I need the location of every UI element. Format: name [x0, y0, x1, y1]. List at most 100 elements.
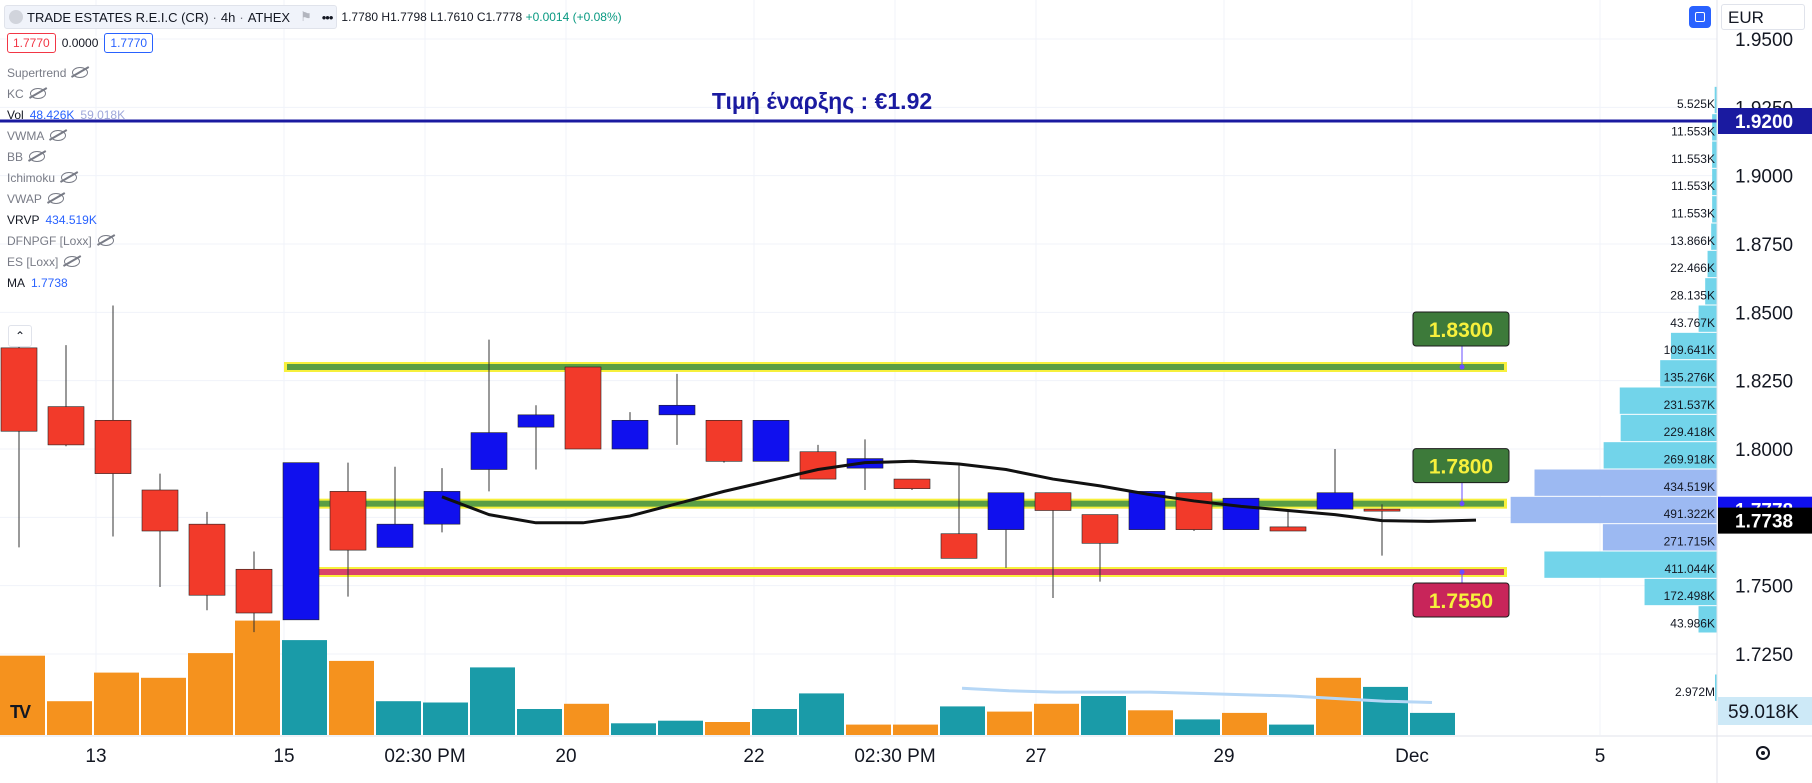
candle-body: [658, 404, 696, 416]
volume-bar: [1175, 719, 1220, 735]
legend-name: ES [Loxx]: [7, 254, 59, 269]
candle-body: [141, 489, 179, 532]
legend-name: Ichimoku: [7, 170, 56, 185]
symbol-logo-icon: [9, 10, 23, 24]
price-tick-label: 1.8000: [1735, 440, 1793, 461]
time-tick-label: 5: [1595, 746, 1606, 767]
candle-body: [1363, 508, 1401, 512]
level-label-box[interactable]: [1412, 311, 1510, 347]
legend-name: KC: [7, 86, 24, 101]
eye-hidden-icon[interactable]: [61, 172, 78, 183]
legend-item-ma[interactable]: MA 1.7738: [7, 272, 125, 293]
price-tick-label: 1.7500: [1735, 577, 1793, 598]
price-tick-label: 1.8250: [1735, 372, 1793, 393]
legend-item-vwma[interactable]: VWMA: [7, 125, 125, 146]
vrvp-label: 13.866K: [1670, 234, 1715, 248]
level-label-text: 1.8300: [1429, 319, 1493, 342]
volume-bar: [893, 724, 938, 735]
legend-value-2: 59.018K: [80, 107, 126, 122]
eye-hidden-icon[interactable]: [97, 235, 114, 246]
price-tick-label: 1.9000: [1735, 167, 1793, 188]
vrvp-label: 28.135K: [1670, 289, 1715, 303]
candle-body: [799, 451, 837, 480]
legend-item-kc[interactable]: KC: [7, 83, 125, 104]
vrvp-bar: [1603, 442, 1717, 469]
time-tick-label: Dec: [1395, 746, 1429, 767]
currency-toggle-icon[interactable]: [1689, 6, 1711, 28]
legend-item-vol[interactable]: Vol 48.426K 59.018K: [7, 104, 125, 125]
sell-button[interactable]: 1.7770: [7, 33, 56, 53]
symbol-info[interactable]: TRADE ESTATES R.E.I.C (CR) · 4h · ATHEX …: [4, 5, 338, 29]
vrvp-bar: [1510, 496, 1717, 524]
candle-body: [564, 366, 602, 450]
vrvp-label: 411.044K: [1665, 562, 1716, 576]
eye-hidden-icon[interactable]: [72, 67, 89, 78]
vrvp-bar: [1602, 524, 1717, 551]
candle-body: [1269, 526, 1307, 532]
time-tick-label: 02:30 PM: [854, 746, 935, 767]
legend-item-supertrend[interactable]: Supertrend: [7, 62, 125, 83]
gear-icon[interactable]: [1756, 746, 1770, 760]
legend-name: VWAP: [7, 191, 42, 206]
eye-hidden-icon[interactable]: [29, 151, 46, 162]
vrvp-bar: [1707, 250, 1717, 278]
vrvp-bar: [1660, 360, 1717, 387]
moving-average-line: [441, 459, 1477, 525]
vrvp-label: 269.918K: [1664, 453, 1715, 467]
eye-hidden-icon[interactable]: [64, 256, 81, 267]
legend-item-bb[interactable]: BB: [7, 146, 125, 167]
vrvp-label: 22.466K: [1670, 261, 1715, 275]
more-dots-icon[interactable]: •••: [321, 9, 334, 25]
vrvp-label: 172.498K: [1664, 589, 1715, 603]
level-label-box[interactable]: [1412, 448, 1510, 484]
time-tick-label: 20: [555, 746, 576, 767]
flag-icon[interactable]: ⚑: [300, 9, 312, 24]
candle-body: [0, 347, 38, 432]
symbol-name: TRADE ESTATES R.E.I.C (CR): [27, 9, 209, 25]
candle-body: [987, 492, 1025, 530]
tradingview-logo[interactable]: TV: [10, 702, 31, 722]
volume-axis-marker: [1718, 697, 1812, 725]
legend-item-ichimoku[interactable]: Ichimoku: [7, 167, 125, 188]
candle-body: [1222, 497, 1260, 530]
vrvp-bar: [1712, 114, 1717, 141]
buy-button[interactable]: 1.7770: [104, 33, 154, 53]
legend-name: VRVP: [7, 212, 40, 227]
candle-body: [376, 523, 414, 548]
candle-body: [94, 419, 132, 474]
vrvp-label: 434.519K: [1664, 480, 1715, 494]
vrvp-bar: [1698, 305, 1717, 332]
legend-item-dfnpgf-loxx-[interactable]: DFNPGF [Loxx]: [7, 230, 125, 251]
level-label-box[interactable]: [1412, 582, 1510, 618]
legend-item-vrvp[interactable]: VRVP 434.519K: [7, 209, 125, 230]
legend-item-vwap[interactable]: VWAP: [7, 188, 125, 209]
interval[interactable]: 4h: [220, 9, 236, 25]
currency-select[interactable]: EUR: [1721, 4, 1805, 30]
volume-bar: [141, 677, 186, 735]
volume-ma-line: [961, 686, 1433, 704]
volume-bar: [282, 640, 327, 735]
change-readout: +0.0014 (+0.08%): [525, 10, 622, 24]
collapse-legend-button[interactable]: ⌃: [8, 325, 32, 347]
vrvp-label: 491.322K: [1664, 507, 1715, 521]
level-label-text: 1.7800: [1429, 456, 1493, 479]
eye-hidden-icon[interactable]: [29, 88, 46, 99]
price-tick-label: 1.8750: [1735, 235, 1793, 256]
candle-body: [1128, 491, 1166, 530]
volume-bar: [94, 672, 139, 735]
volume-bar: [1410, 712, 1455, 735]
exchange: ATHEX: [247, 9, 291, 25]
volume-bar: [564, 703, 609, 735]
time-tick-label: 13: [85, 746, 106, 767]
volume-bar: [705, 722, 750, 735]
legend-item-es-loxx-[interactable]: ES [Loxx]: [7, 251, 125, 272]
vrvp-bar: [1712, 196, 1717, 223]
eye-hidden-icon[interactable]: [50, 130, 67, 141]
candle-body: [752, 419, 790, 462]
legend-value: 434.519K: [45, 212, 97, 227]
eye-hidden-icon[interactable]: [47, 193, 64, 204]
candle-body: [423, 491, 461, 525]
vrvp-label: 43.767K: [1670, 316, 1715, 330]
vrvp-bar: [1534, 469, 1717, 496]
